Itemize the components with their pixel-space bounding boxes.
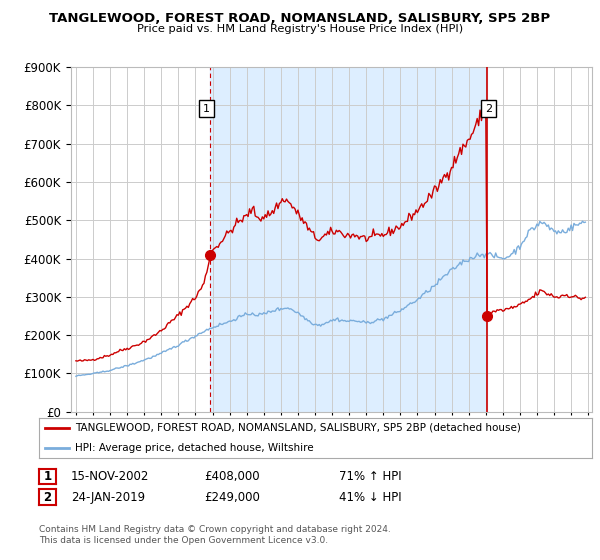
Text: Price paid vs. HM Land Registry's House Price Index (HPI): Price paid vs. HM Land Registry's House … <box>137 24 463 34</box>
Text: 1: 1 <box>203 104 210 114</box>
Bar <box>211 67 487 412</box>
Text: Contains HM Land Registry data © Crown copyright and database right 2024.
This d: Contains HM Land Registry data © Crown c… <box>39 525 391 545</box>
Text: HPI: Average price, detached house, Wiltshire: HPI: Average price, detached house, Wilt… <box>75 443 314 453</box>
Text: TANGLEWOOD, FOREST ROAD, NOMANSLAND, SALISBURY, SP5 2BP: TANGLEWOOD, FOREST ROAD, NOMANSLAND, SAL… <box>49 12 551 25</box>
Text: 15-NOV-2002: 15-NOV-2002 <box>71 470 149 483</box>
Text: £249,000: £249,000 <box>204 491 260 504</box>
Text: 24-JAN-2019: 24-JAN-2019 <box>71 491 145 504</box>
Text: £408,000: £408,000 <box>204 470 260 483</box>
Text: 2: 2 <box>43 491 52 504</box>
Text: 71% ↑ HPI: 71% ↑ HPI <box>339 470 401 483</box>
Text: 2: 2 <box>485 104 492 114</box>
Text: 1: 1 <box>43 470 52 483</box>
Text: 41% ↓ HPI: 41% ↓ HPI <box>339 491 401 504</box>
Text: TANGLEWOOD, FOREST ROAD, NOMANSLAND, SALISBURY, SP5 2BP (detached house): TANGLEWOOD, FOREST ROAD, NOMANSLAND, SAL… <box>75 423 521 433</box>
